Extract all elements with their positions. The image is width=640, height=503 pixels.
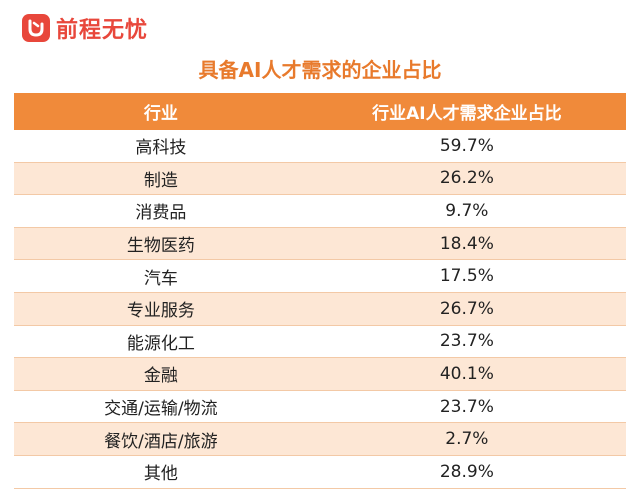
share-cell: 28.9% bbox=[307, 455, 626, 489]
share-cell: 26.2% bbox=[307, 162, 626, 196]
industry-cell: 生物医药 bbox=[14, 227, 308, 261]
table-row: 汽车 17.5% bbox=[14, 259, 626, 293]
share-cell: 2.7% bbox=[307, 422, 626, 456]
brand-name: 前程无忧 bbox=[56, 18, 149, 43]
share-cell: 17.5% bbox=[307, 259, 626, 293]
industry-cell: 高科技 bbox=[14, 130, 308, 163]
table-title: 具备AI人才需求的企业占比 bbox=[198, 58, 442, 82]
share-cell: 18.4% bbox=[307, 227, 626, 261]
table-row: 能源化工 23.7% bbox=[14, 325, 626, 359]
share-cell: 23.7% bbox=[307, 325, 626, 359]
column-header-share: 行业AI人才需求企业占比 bbox=[307, 93, 626, 130]
industry-cell: 制造 bbox=[14, 162, 308, 196]
industry-cell: 其他 bbox=[14, 455, 308, 489]
table-row: 其他 28.9% bbox=[14, 455, 626, 489]
industry-cell: 专业服务 bbox=[14, 292, 308, 326]
table-row: 金融 40.1% bbox=[14, 357, 626, 391]
table-row: 餐饮/酒店/旅游 2.7% bbox=[14, 422, 626, 456]
industry-cell: 交通/运输/物流 bbox=[14, 390, 308, 424]
share-cell: 26.7% bbox=[307, 292, 626, 326]
industry-cell: 能源化工 bbox=[14, 325, 308, 359]
table-row: 制造 26.2% bbox=[14, 162, 626, 196]
share-cell: 40.1% bbox=[307, 357, 626, 391]
share-cell: 23.7% bbox=[307, 390, 626, 424]
table-row: 生物医药 18.4% bbox=[14, 227, 626, 261]
industry-cell: 金融 bbox=[14, 357, 308, 391]
share-cell: 59.7% bbox=[307, 130, 626, 163]
column-header-industry: 行业 bbox=[14, 93, 308, 130]
table-row: 专业服务 26.7% bbox=[14, 292, 626, 326]
table-row: 消费品 9.7% bbox=[14, 194, 626, 228]
table-row: 高科技 59.7% bbox=[14, 130, 626, 163]
table-row: 交通/运输/物流 23.7% bbox=[14, 390, 626, 424]
industry-cell: 汽车 bbox=[14, 259, 308, 293]
brand-logo-icon bbox=[22, 14, 50, 42]
share-cell: 9.7% bbox=[307, 194, 626, 228]
industry-cell: 消费品 bbox=[14, 194, 308, 228]
industry-table: 行业 行业AI人才需求企业占比 高科技 59.7% 制造 26.2% 消费品 9.7% 生物… bbox=[14, 93, 626, 489]
table-header-row: 行业 行业AI人才需求企业占比 bbox=[14, 93, 626, 130]
brand: 前程无忧 bbox=[22, 12, 148, 44]
industry-cell: 餐饮/酒店/旅游 bbox=[14, 422, 308, 456]
